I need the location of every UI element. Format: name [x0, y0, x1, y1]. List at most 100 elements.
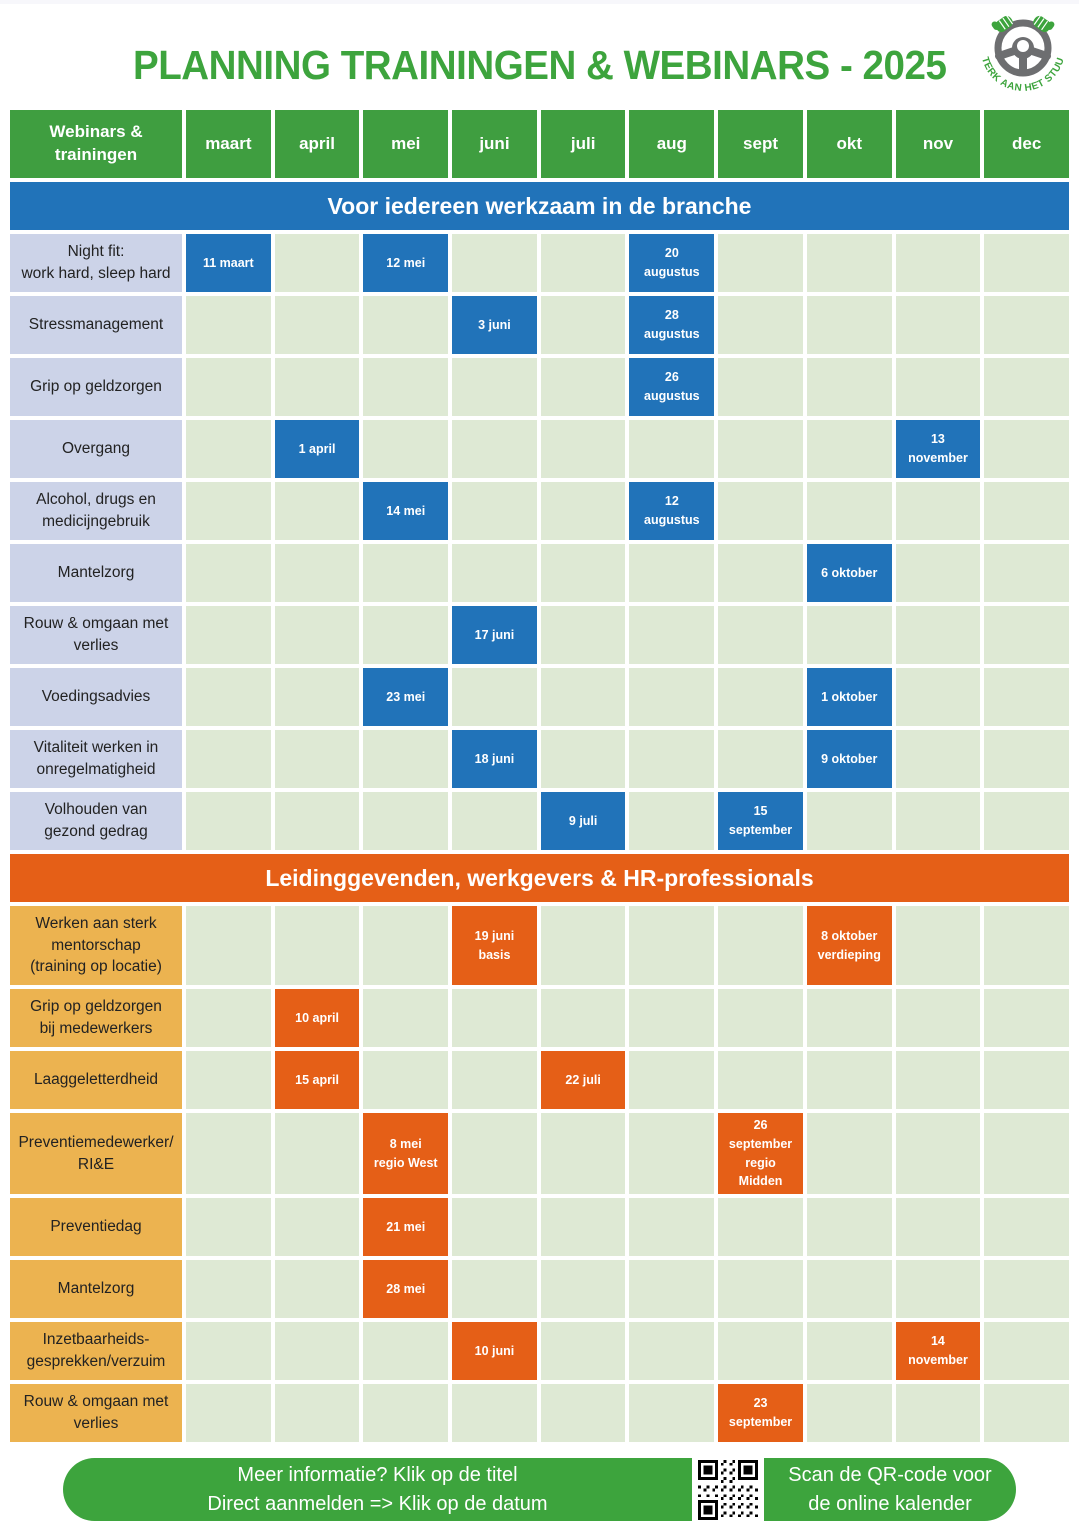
- row-label[interactable]: Rouw & omgaan met verlies: [10, 606, 182, 664]
- empty-month-cell: [984, 792, 1069, 850]
- empty-month-cell: [540, 358, 626, 416]
- empty-month-cell: [274, 1322, 360, 1381]
- empty-month-cell: [984, 1113, 1069, 1195]
- empty-month-cell: [186, 296, 271, 354]
- event-date-cell[interactable]: 3 juni: [452, 296, 537, 354]
- event-date-cell[interactable]: 28 augustus: [629, 296, 715, 354]
- row-label[interactable]: Rouw & omgaan met verlies: [10, 1384, 182, 1443]
- month-header-aug: aug: [629, 110, 715, 178]
- page-header: PLANNING TRAININGEN & WEBINARS - 2025: [0, 4, 1079, 110]
- month-header-april: april: [274, 110, 360, 178]
- event-date-cell[interactable]: 1 oktober: [806, 668, 892, 726]
- empty-month-cell: [895, 358, 981, 416]
- event-date-cell[interactable]: 23 mei: [363, 668, 449, 726]
- event-date-cell[interactable]: 23 september: [718, 1384, 803, 1443]
- event-date-cell[interactable]: 26 augustus: [629, 358, 715, 416]
- row-label[interactable]: Stressmanagement: [10, 296, 182, 354]
- row-label[interactable]: Vitaliteit werken in onregelmatigheid: [10, 730, 182, 788]
- empty-month-cell: [452, 544, 537, 602]
- empty-month-cell: [629, 1322, 715, 1381]
- empty-month-cell: [186, 792, 271, 850]
- event-date-cell[interactable]: 12 mei: [363, 234, 449, 292]
- empty-month-cell: [895, 792, 981, 850]
- event-date-cell[interactable]: 9 juli: [540, 792, 626, 850]
- event-date-cell[interactable]: 19 juni basis: [452, 906, 537, 986]
- empty-month-cell: [984, 234, 1069, 292]
- empty-month-cell: [186, 1113, 271, 1195]
- month-header-maart: maart: [186, 110, 271, 178]
- empty-month-cell: [718, 482, 803, 540]
- empty-month-cell: [540, 544, 626, 602]
- event-date-cell[interactable]: 15 april: [274, 1051, 360, 1110]
- empty-month-cell: [363, 989, 449, 1048]
- row-label[interactable]: Voedingsadvies: [10, 668, 182, 726]
- footer-info-line1: Meer informatie? Klik op de titel: [237, 1463, 518, 1486]
- empty-month-cell: [895, 1260, 981, 1319]
- row-label[interactable]: Grip op geldzorgen: [10, 358, 182, 416]
- event-date-cell[interactable]: 10 april: [274, 989, 360, 1048]
- row-label[interactable]: Preventiemedewerker/ RI&E: [10, 1113, 182, 1195]
- event-date-cell[interactable]: 22 juli: [540, 1051, 626, 1110]
- empty-month-cell: [452, 1198, 537, 1257]
- empty-month-cell: [363, 1322, 449, 1381]
- event-date-cell[interactable]: 13 november: [895, 420, 981, 478]
- empty-month-cell: [540, 730, 626, 788]
- empty-month-cell: [540, 1113, 626, 1195]
- empty-month-cell: [718, 1051, 803, 1110]
- event-date-cell[interactable]: 15 september: [718, 792, 803, 850]
- event-date-cell[interactable]: 20 augustus: [629, 234, 715, 292]
- row-label[interactable]: Werken aan sterk mentorschap (training o…: [10, 906, 182, 986]
- event-date-cell[interactable]: 21 mei: [363, 1198, 449, 1257]
- row-label[interactable]: Grip op geldzorgen bij medewerkers: [10, 989, 182, 1048]
- empty-month-cell: [895, 606, 981, 664]
- empty-month-cell: [186, 668, 271, 726]
- empty-month-cell: [806, 1113, 892, 1195]
- empty-month-cell: [718, 989, 803, 1048]
- row-label[interactable]: Mantelzorg: [10, 1260, 182, 1319]
- row-label[interactable]: Night fit: work hard, sleep hard: [10, 234, 182, 292]
- empty-month-cell: [540, 234, 626, 292]
- row-label[interactable]: Preventiedag: [10, 1198, 182, 1257]
- empty-month-cell: [452, 1051, 537, 1110]
- empty-month-cell: [718, 668, 803, 726]
- event-date-cell[interactable]: 8 oktober verdieping: [806, 906, 892, 986]
- section-banner-leidinggevenden: Leidinggevenden, werkgevers & HR-profess…: [10, 854, 1069, 902]
- empty-month-cell: [363, 358, 449, 416]
- empty-month-cell: [984, 358, 1069, 416]
- event-date-cell[interactable]: 28 mei: [363, 1260, 449, 1319]
- event-date-cell[interactable]: 12 augustus: [629, 482, 715, 540]
- empty-month-cell: [806, 606, 892, 664]
- row-label[interactable]: Inzetbaarheids- gesprekken/verzuim: [10, 1322, 182, 1381]
- event-date-cell[interactable]: 11 maart: [186, 234, 271, 292]
- month-header-nov: nov: [895, 110, 981, 178]
- event-date-cell[interactable]: 26 september regio Midden: [718, 1113, 803, 1195]
- empty-month-cell: [629, 730, 715, 788]
- event-date-cell[interactable]: 18 juni: [452, 730, 537, 788]
- event-date-cell[interactable]: 10 juni: [452, 1322, 537, 1381]
- event-date-cell[interactable]: 6 oktober: [806, 544, 892, 602]
- row-label[interactable]: Volhouden van gezond gedrag: [10, 792, 182, 850]
- empty-month-cell: [274, 1198, 360, 1257]
- event-date-cell[interactable]: 17 juni: [452, 606, 537, 664]
- empty-month-cell: [984, 906, 1069, 986]
- event-date-cell[interactable]: 1 april: [274, 420, 360, 478]
- row-label[interactable]: Laaggeletterdheid: [10, 1051, 182, 1110]
- empty-month-cell: [806, 234, 892, 292]
- empty-month-cell: [629, 792, 715, 850]
- event-date-cell[interactable]: 8 mei regio West: [363, 1113, 449, 1195]
- empty-month-cell: [452, 989, 537, 1048]
- empty-month-cell: [274, 234, 360, 292]
- empty-month-cell: [718, 1322, 803, 1381]
- empty-month-cell: [274, 668, 360, 726]
- row-label[interactable]: Overgang: [10, 420, 182, 478]
- row-label[interactable]: Alcohol, drugs en medicijngebruik: [10, 482, 182, 540]
- empty-month-cell: [984, 1051, 1069, 1110]
- event-date-cell[interactable]: 9 oktober: [806, 730, 892, 788]
- month-header-sept: sept: [718, 110, 803, 178]
- event-date-cell[interactable]: 14 november: [895, 1322, 981, 1381]
- empty-month-cell: [806, 296, 892, 354]
- row-label[interactable]: Mantelzorg: [10, 544, 182, 602]
- empty-month-cell: [540, 420, 626, 478]
- event-date-cell[interactable]: 14 mei: [363, 482, 449, 540]
- empty-month-cell: [895, 668, 981, 726]
